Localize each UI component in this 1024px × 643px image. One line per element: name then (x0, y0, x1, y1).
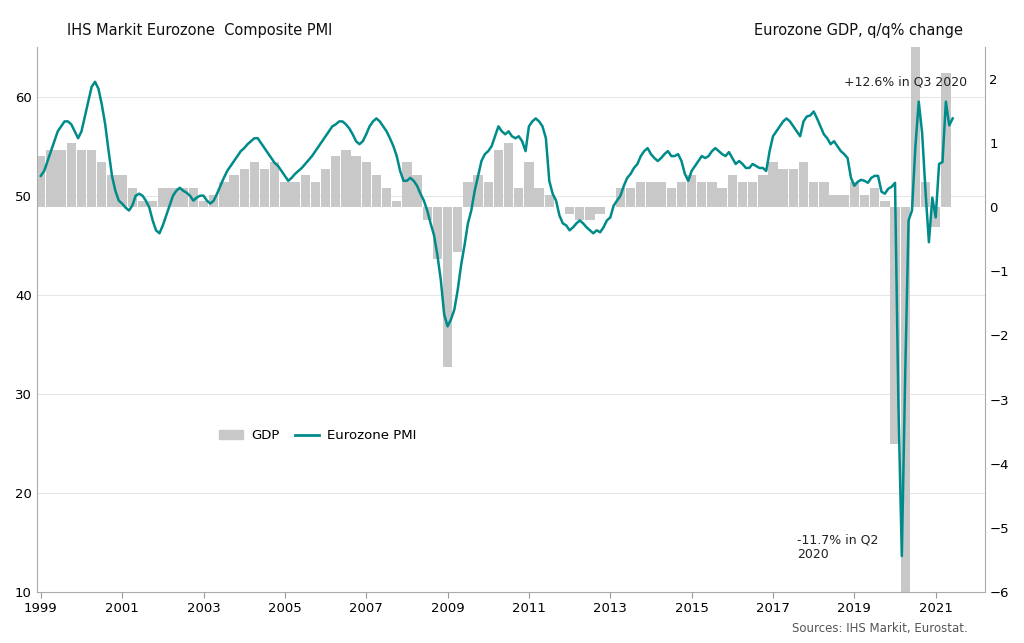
Bar (615, 188, 625, 207)
Bar (158, 188, 168, 207)
Bar (310, 182, 321, 207)
Text: IHS Markit Eurozone  Composite PMI: IHS Markit Eurozone Composite PMI (67, 23, 332, 37)
Bar (229, 176, 239, 207)
Bar (595, 207, 605, 213)
Bar (850, 182, 859, 207)
Bar (860, 194, 869, 207)
Bar (931, 207, 940, 226)
Bar (219, 182, 228, 207)
Bar (565, 207, 574, 213)
Bar (118, 176, 127, 207)
Bar (260, 169, 269, 207)
Bar (687, 176, 696, 207)
Bar (768, 163, 777, 207)
Bar (708, 182, 717, 207)
Bar (291, 182, 300, 207)
Bar (463, 182, 473, 207)
Bar (453, 207, 463, 252)
Bar (890, 207, 900, 444)
Bar (778, 169, 787, 207)
Bar (87, 150, 96, 207)
Bar (148, 201, 158, 207)
Bar (361, 163, 371, 207)
Bar (881, 201, 890, 207)
Bar (819, 182, 828, 207)
Bar (250, 163, 259, 207)
Bar (514, 188, 523, 207)
Bar (910, 0, 920, 207)
Bar (341, 150, 350, 207)
Bar (677, 182, 686, 207)
Bar (36, 156, 45, 207)
Bar (586, 207, 595, 220)
Bar (697, 182, 707, 207)
Bar (483, 182, 493, 207)
Bar (443, 207, 453, 368)
Text: +12.6% in Q3 2020: +12.6% in Q3 2020 (844, 75, 968, 88)
Legend: GDP, Eurozone PMI: GDP, Eurozone PMI (214, 424, 422, 448)
Bar (900, 207, 910, 643)
Bar (646, 182, 655, 207)
Bar (108, 176, 117, 207)
Bar (128, 188, 137, 207)
Bar (626, 188, 635, 207)
Bar (351, 156, 360, 207)
Bar (788, 169, 798, 207)
Bar (799, 163, 808, 207)
Bar (209, 194, 218, 207)
Bar (524, 163, 534, 207)
Bar (97, 163, 106, 207)
Bar (504, 143, 513, 207)
Bar (423, 207, 432, 220)
Bar (840, 194, 849, 207)
Bar (656, 182, 666, 207)
Bar (728, 176, 737, 207)
Bar (738, 182, 748, 207)
Bar (758, 176, 768, 207)
Bar (921, 182, 930, 207)
Bar (941, 73, 950, 207)
Bar (168, 188, 178, 207)
Bar (56, 150, 66, 207)
Bar (636, 182, 645, 207)
Bar (413, 176, 422, 207)
Bar (575, 207, 585, 220)
Bar (392, 201, 401, 207)
Bar (178, 188, 187, 207)
Bar (433, 207, 442, 258)
Bar (473, 176, 482, 207)
Bar (402, 163, 412, 207)
Bar (138, 201, 147, 207)
Bar (382, 188, 391, 207)
Text: Sources: IHS Markit, Eurostat.: Sources: IHS Markit, Eurostat. (792, 622, 968, 635)
Bar (809, 182, 818, 207)
Bar (667, 188, 676, 207)
Bar (67, 143, 76, 207)
Bar (545, 194, 554, 207)
Bar (281, 182, 290, 207)
Bar (718, 188, 727, 207)
Bar (535, 188, 544, 207)
Bar (372, 176, 381, 207)
Bar (188, 188, 198, 207)
Bar (270, 163, 280, 207)
Bar (870, 188, 880, 207)
Bar (494, 150, 503, 207)
Bar (331, 156, 340, 207)
Bar (46, 150, 55, 207)
Text: Eurozone GDP, q/q% change: Eurozone GDP, q/q% change (754, 23, 963, 37)
Text: -11.7% in Q2
2020: -11.7% in Q2 2020 (798, 533, 879, 561)
Bar (829, 194, 839, 207)
Bar (300, 176, 310, 207)
Bar (748, 182, 758, 207)
Bar (77, 150, 86, 207)
Bar (240, 169, 249, 207)
Bar (199, 201, 208, 207)
Bar (321, 169, 330, 207)
